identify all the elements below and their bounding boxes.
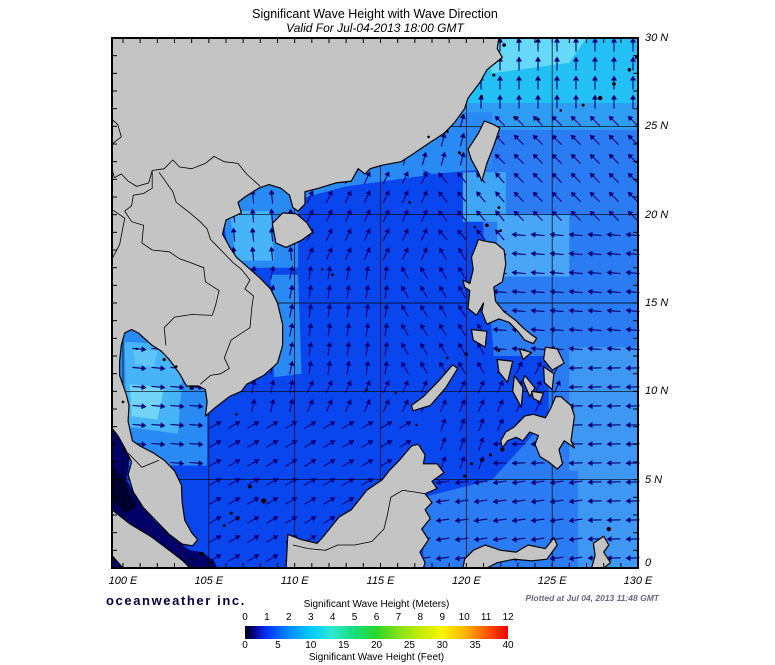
legend-tick-meters: 1: [264, 612, 270, 623]
land-luzon: [462, 238, 538, 345]
legend-tick-meters: 8: [417, 612, 424, 623]
border-china-laos-myanmar: [111, 168, 153, 187]
legend-tick-meters: 2: [286, 612, 292, 623]
y-axis-label: 15 N: [645, 297, 669, 309]
border-thailand-cambodia: [163, 314, 213, 346]
border-china-vietnam: [152, 155, 261, 187]
land-hainan: [271, 212, 314, 248]
legend-tick-feet: 15: [338, 640, 350, 651]
legend-tick-feet: 10: [305, 640, 317, 651]
land-mainland-asia: [111, 37, 503, 547]
border-thailand-myanmar: [111, 209, 126, 259]
legend-tick-meters: 4: [329, 612, 336, 623]
land-sulawesi: [462, 537, 558, 569]
border-malaysia-indonesia: [292, 489, 426, 551]
x-axis-label: 100 E: [108, 575, 138, 587]
y-axis-label: 30 N: [645, 32, 669, 44]
y-axis-label: 20 N: [645, 208, 669, 221]
patch-pacific-light-band: [569, 347, 638, 471]
legend-tick-feet: 25: [403, 640, 415, 651]
oceanweather-logo-text: oceanweather inc.: [106, 593, 246, 608]
land-bohol: [530, 390, 545, 403]
border-cambodia-vietnam: [199, 308, 253, 385]
plotted-timestamp: Plotted at Jul 04, 2013 11:48 GMT: [525, 593, 659, 603]
legend-feet-label: Significant Wave Height (Feet): [308, 652, 445, 663]
legend-tick-meters: 6: [373, 612, 380, 623]
patch-ecs-light: [480, 38, 587, 74]
island-dots: [121, 43, 638, 565]
legend-tick-meters: 10: [458, 612, 470, 623]
border-thailand-laos: [124, 210, 220, 316]
legend-tick-feet: 20: [370, 640, 383, 651]
x-axis-label: 110 E: [280, 575, 309, 587]
land-negros: [512, 374, 524, 408]
x-axis-label: 115 E: [366, 575, 395, 587]
land-halmahera: [590, 535, 612, 569]
land-masses: [111, 37, 612, 569]
country-borders: [111, 119, 426, 551]
legend-tick-feet: 35: [469, 640, 481, 651]
legend-tick-meters: 11: [480, 612, 492, 623]
land-masbate: [518, 348, 533, 361]
land-leyte: [542, 366, 555, 391]
x-axis-label: 105 E: [194, 575, 224, 587]
legend-tick-feet: 40: [502, 640, 514, 651]
y-axis-label: 0: [645, 556, 652, 569]
land-taiwan: [467, 120, 501, 182]
land-mindoro: [470, 328, 488, 348]
legend-meters-label: Significant Wave Height (Meters): [303, 599, 450, 610]
x-axis-label: 120 E: [451, 575, 481, 587]
legend-tick-meters: 12: [502, 612, 514, 623]
land-samar: [542, 346, 565, 371]
legend-tick-meters: 5: [351, 612, 358, 623]
patch-malacca-darkest: [112, 465, 137, 514]
land-mindanao: [500, 396, 576, 470]
legend-tick-meters: 9: [439, 612, 446, 623]
patch-gulf-thailand-bright: [129, 384, 165, 420]
land-borneo: [285, 443, 445, 569]
legend-tick-feet: 30: [436, 640, 448, 651]
legend-tick-meters: 0: [242, 612, 248, 623]
patch-luzon-strait-light: [462, 172, 506, 222]
valid-time-subtitle: Valid For Jul-04-2013 18:00 GMT: [286, 21, 464, 35]
y-axis-label: 10 N: [645, 385, 669, 398]
land-palawan: [410, 364, 459, 412]
y-axis-label: 25 N: [645, 120, 669, 133]
page-title: Significant Wave Height with Wave Direct…: [252, 7, 498, 21]
patch-gulf-thailand-bright2: [133, 348, 158, 367]
map-frame: [111, 37, 639, 569]
patch-pacific-light-corner: [577, 470, 638, 568]
legend-tick-meters: 3: [307, 612, 314, 623]
legend-tick-feet: 0: [242, 640, 248, 651]
patch-gulf-tonkin-light: [229, 211, 275, 261]
legend-tick-feet: 5: [275, 640, 281, 651]
x-axis-label: 125 E: [537, 575, 567, 587]
border-china-myanmar: [111, 119, 122, 145]
border-laos-vietnam: [158, 172, 254, 309]
land-sumatra: [111, 509, 191, 569]
y-axis-label: 5 N: [645, 473, 663, 486]
patch-east-luzon-light: [497, 214, 570, 277]
wave-height-colorbar: [245, 626, 508, 639]
x-axis-label: 130 E: [623, 575, 653, 587]
border-malaysia-thailand: [127, 452, 160, 468]
legend-tick-meters: 7: [395, 612, 402, 623]
land-panay: [496, 358, 514, 384]
border-myanmar-laos: [124, 170, 153, 212]
